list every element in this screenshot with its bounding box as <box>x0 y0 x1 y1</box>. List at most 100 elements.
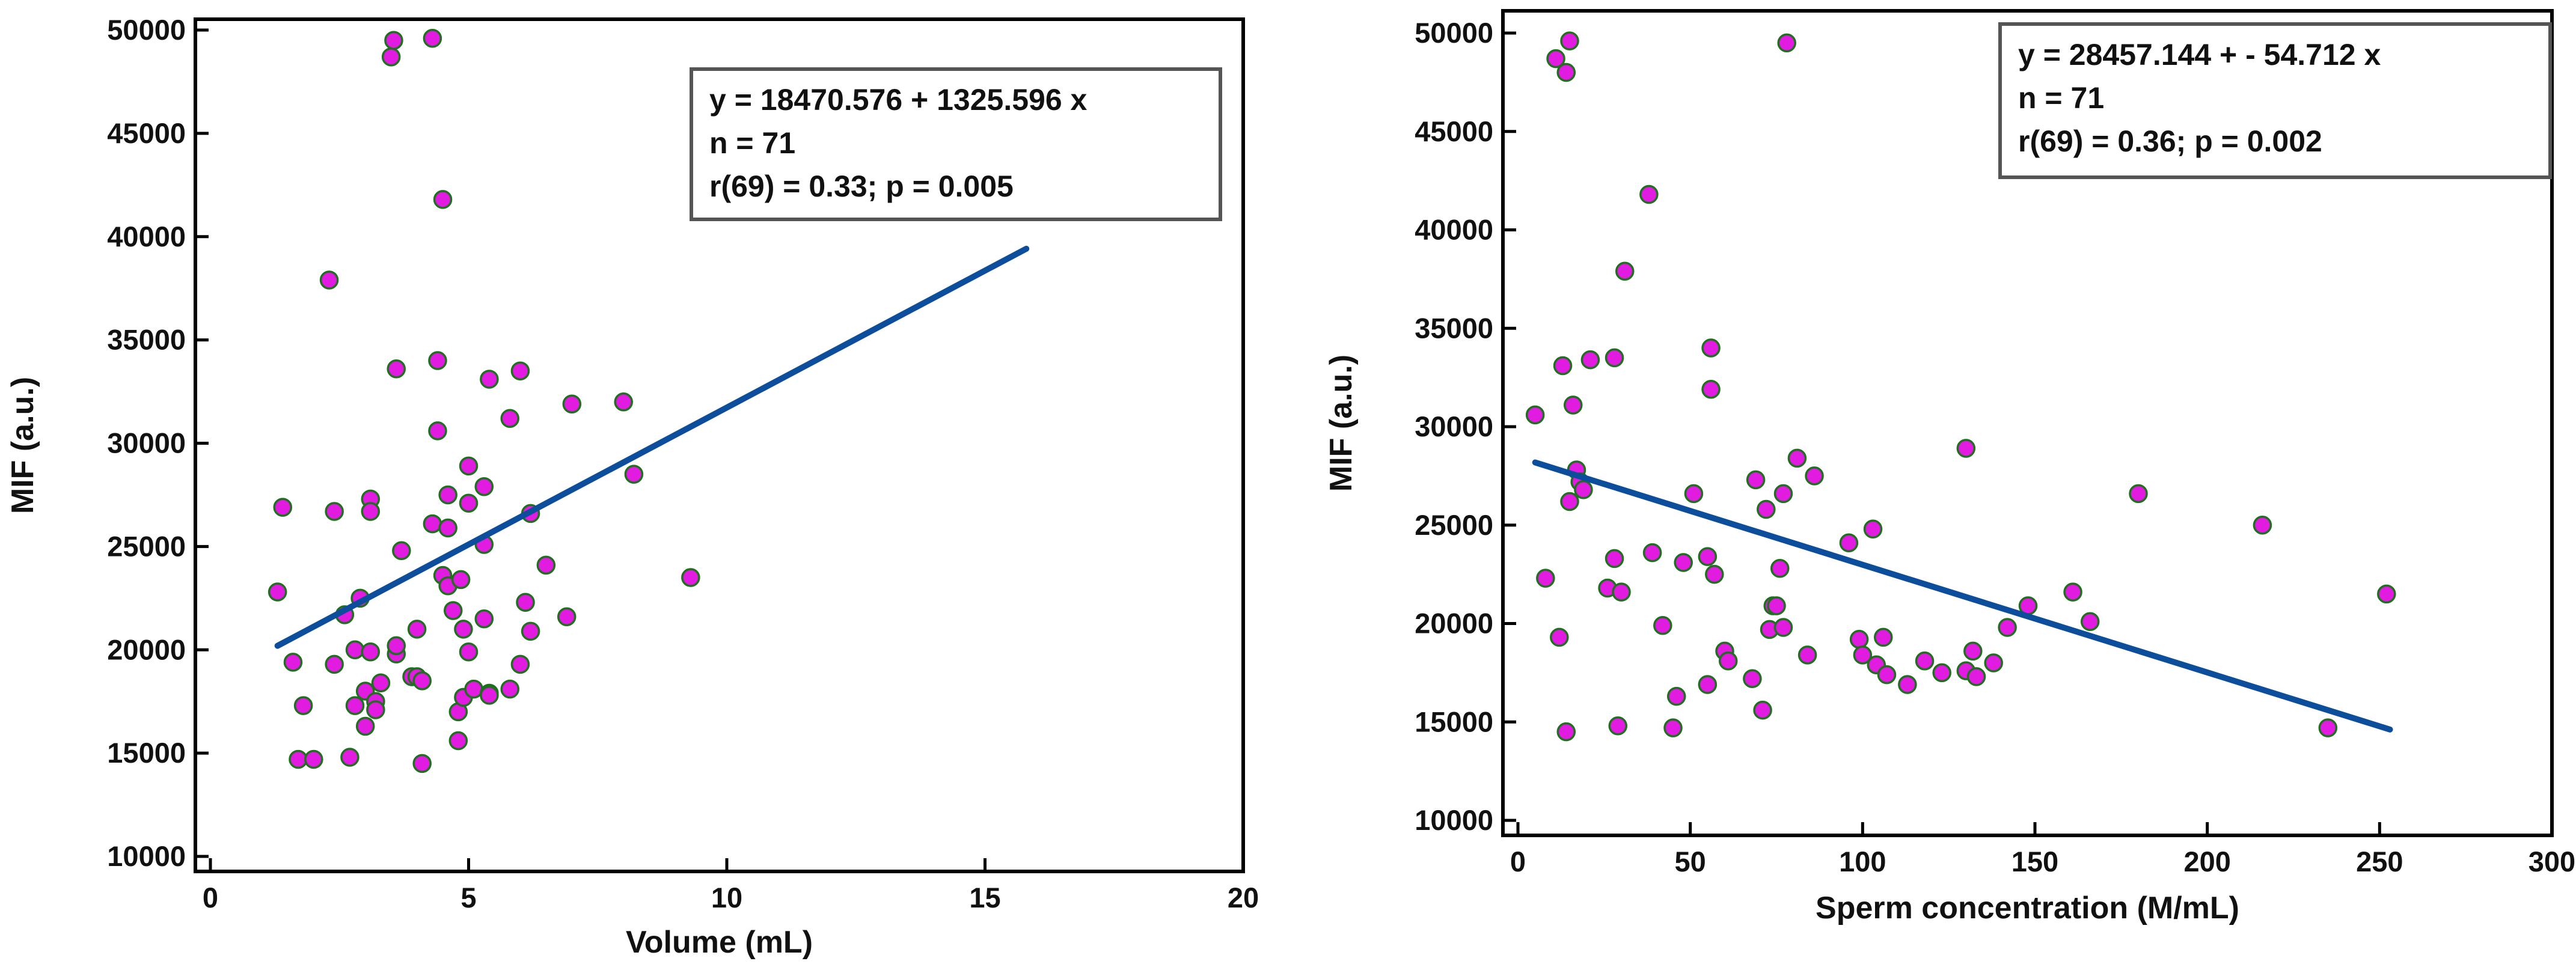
y-tick-label: 35000 <box>107 324 186 356</box>
data-point <box>451 570 471 590</box>
data-point <box>500 679 519 699</box>
data-point <box>1674 553 1693 572</box>
data-point <box>345 640 365 659</box>
data-point <box>412 671 432 691</box>
data-point <box>1701 380 1721 399</box>
data-point <box>474 477 494 496</box>
data-point <box>1642 543 1662 563</box>
data-point <box>1666 686 1686 706</box>
data-point <box>371 673 391 692</box>
data-point <box>1556 722 1576 742</box>
data-point <box>459 642 479 662</box>
regression-stats-line: n = 71 <box>2018 81 2104 115</box>
regression-stats-box <box>690 67 1222 221</box>
plot-frame <box>1501 9 2554 837</box>
data-point <box>2318 718 2338 737</box>
data-point <box>2080 612 2100 631</box>
data-point <box>2129 484 2148 504</box>
data-point <box>361 502 381 521</box>
data-point <box>283 653 303 672</box>
y-tick-label: 50000 <box>107 14 186 46</box>
data-point <box>361 642 381 662</box>
data-point <box>1966 667 1986 686</box>
y-tick-label: 20000 <box>107 633 186 665</box>
data-point <box>1956 439 1976 458</box>
data-point <box>2253 516 2272 535</box>
data-point <box>1550 627 1569 647</box>
y-tick-label: 15000 <box>107 737 186 769</box>
data-point <box>1556 63 1576 82</box>
data-point <box>1701 338 1721 358</box>
data-point <box>1684 484 1704 504</box>
data-point <box>1915 651 1935 671</box>
data-point <box>273 498 293 517</box>
data-point <box>423 514 442 534</box>
data-point <box>268 582 287 602</box>
data-point <box>1773 618 1793 637</box>
y-tick-label: 35000 <box>1415 312 1493 344</box>
plot-frame <box>194 17 1245 873</box>
data-point <box>624 465 644 484</box>
data-point <box>1767 596 1786 615</box>
data-point <box>1605 549 1624 569</box>
data-point <box>1770 559 1790 578</box>
data-point <box>293 696 313 715</box>
data-point <box>387 636 406 656</box>
data-point <box>510 654 530 674</box>
data-point <box>2063 582 2082 602</box>
data-point <box>480 686 499 705</box>
x-tick-label: 100 <box>1839 846 1886 877</box>
data-point <box>1898 675 1917 694</box>
data-point <box>384 31 403 50</box>
x-axis-title: Volume (mL) <box>626 925 813 960</box>
data-point <box>1639 185 1659 204</box>
data-point <box>557 607 577 626</box>
data-point <box>1560 492 1579 511</box>
sperm-concentration-scatter-panel: 10000 15000 20000 25000 30000 35000 40000 45000… <box>1324 9 2575 926</box>
y-tick-label: 25000 <box>107 530 186 562</box>
data-point <box>1605 348 1624 368</box>
data-point <box>536 555 556 575</box>
data-point <box>480 370 499 389</box>
data-point <box>1580 350 1600 370</box>
data-point <box>562 394 582 413</box>
data-point <box>500 409 519 428</box>
data-point <box>1963 641 1983 661</box>
data-point <box>1839 533 1859 552</box>
y-tick-label: 15000 <box>1415 706 1493 737</box>
x-tick-label: 50 <box>1675 846 1706 877</box>
data-point <box>1757 499 1776 519</box>
regression-stats-line: y = 18470.576 + 1325.596 x <box>709 83 1088 117</box>
data-point <box>1797 645 1817 665</box>
data-point <box>423 29 442 48</box>
x-tick-label: 300 <box>2529 846 2575 877</box>
data-point <box>1612 582 1631 602</box>
data-point <box>1753 700 1772 720</box>
data-point <box>366 700 385 719</box>
data-point <box>319 270 339 290</box>
x-tick-label: 10 <box>711 882 742 914</box>
data-point <box>407 620 427 639</box>
data-point <box>1574 480 1593 499</box>
data-point <box>1705 564 1724 584</box>
x-tick-label: 20 <box>1228 882 1259 914</box>
regression-line <box>274 245 1030 649</box>
data-point <box>1932 663 1951 683</box>
y-tick-label: 40000 <box>1415 214 1493 246</box>
data-point <box>459 456 479 476</box>
data-point <box>448 731 468 751</box>
y-axis-title: MIF (a.u.) <box>5 377 40 514</box>
data-point <box>464 679 483 699</box>
data-point <box>681 568 700 587</box>
data-point <box>438 518 457 538</box>
x-tick-label: 200 <box>2183 846 2230 877</box>
x-axis-title: Sperm concentration (M/mL) <box>1816 891 2239 926</box>
data-point <box>304 749 323 769</box>
data-point <box>1718 651 1738 671</box>
data-point <box>1663 718 1683 737</box>
y-tick-label: 30000 <box>1415 410 1493 442</box>
regression-stats-line: n = 71 <box>709 126 795 160</box>
data-point <box>1743 669 1762 688</box>
data-point <box>1984 653 2003 673</box>
